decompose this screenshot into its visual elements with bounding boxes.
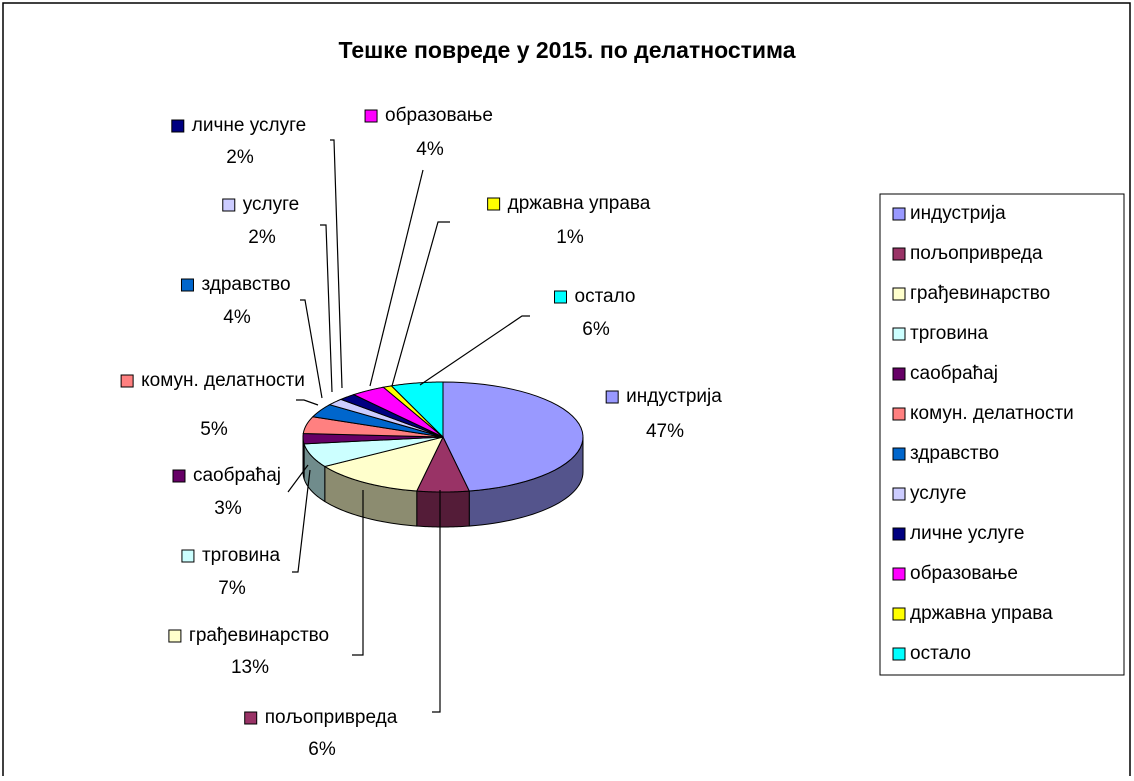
slice xyxy=(303,436,444,468)
data-label-name: државна управа xyxy=(508,193,651,214)
legend-label: саобраћај xyxy=(910,363,998,384)
leader-line xyxy=(320,224,333,393)
leader-line xyxy=(330,139,343,389)
data-label-name: услуге xyxy=(243,194,299,215)
label-swatch xyxy=(181,549,195,563)
data-label-name: саобраћај xyxy=(193,465,281,486)
data-label: 2% xyxy=(248,227,276,248)
data-label-name: личне услуге xyxy=(192,115,306,136)
legend-swatch xyxy=(892,247,906,261)
slice-side xyxy=(416,490,470,528)
legend-swatch xyxy=(892,327,906,341)
data-label: 4% xyxy=(416,139,444,160)
legend-swatch xyxy=(892,447,906,461)
slice xyxy=(415,435,471,493)
legend-label: грађевинарство xyxy=(910,283,1050,304)
data-label: 6% xyxy=(308,739,336,760)
data-label: 1% xyxy=(556,227,584,248)
legend-label: образовање xyxy=(910,563,1018,584)
legend-label: државна управа xyxy=(910,603,1053,624)
label-swatch xyxy=(172,469,186,483)
slice xyxy=(382,385,444,438)
data-label: 2% xyxy=(226,147,254,168)
label-swatch xyxy=(168,629,182,643)
legend-label: личне услуге xyxy=(910,523,1024,544)
data-label-name: комун. делатности xyxy=(141,370,305,391)
slice xyxy=(339,394,444,438)
leader-line xyxy=(292,469,311,573)
data-label-name: трговина xyxy=(202,545,281,566)
data-label: 6% xyxy=(582,319,610,340)
label-swatch xyxy=(605,390,619,404)
data-label-name: образовање xyxy=(385,105,493,126)
leader-line xyxy=(352,490,364,656)
slice xyxy=(311,404,444,438)
legend-label: остало xyxy=(910,643,971,664)
data-label-name: остало xyxy=(575,286,636,307)
label-swatch xyxy=(171,119,185,133)
data-label-name: индустрија xyxy=(626,386,722,407)
legend-label: трговина xyxy=(910,323,989,344)
legend-swatch xyxy=(892,607,906,621)
legend-swatch xyxy=(892,647,906,661)
legend-swatch xyxy=(892,367,906,381)
label-swatch xyxy=(120,374,134,388)
leader-line xyxy=(391,221,450,387)
legend-swatch xyxy=(892,207,906,221)
legend-swatch xyxy=(892,567,906,581)
data-label: 4% xyxy=(223,307,251,328)
legend-label: услуге xyxy=(910,483,966,504)
data-label: 5% xyxy=(200,419,228,440)
slice xyxy=(352,386,444,438)
legend-label: индустрија xyxy=(910,203,1006,224)
data-label-name: здравство xyxy=(201,274,290,295)
chart-title: Тешке повреде у 2015. по делатностима xyxy=(338,37,795,63)
data-label: 47% xyxy=(646,421,684,442)
leader-line xyxy=(432,490,441,713)
label-swatch xyxy=(554,290,567,304)
legend-label: здравство xyxy=(910,443,999,464)
data-label: 7% xyxy=(218,578,246,599)
slice xyxy=(323,436,444,492)
data-label-name: грађевинарство xyxy=(189,625,329,646)
label-swatch xyxy=(180,278,194,292)
leader-line xyxy=(300,299,323,399)
legend-box xyxy=(879,193,1125,676)
slice xyxy=(390,381,444,439)
data-label-name: пољопривреда xyxy=(265,707,398,728)
slice xyxy=(302,433,444,445)
legend-swatch xyxy=(892,407,906,421)
legend-label: пољопривреда xyxy=(910,243,1043,264)
slice xyxy=(442,381,584,492)
leader-line xyxy=(369,169,424,387)
data-label: 3% xyxy=(214,498,242,519)
legend-swatch xyxy=(892,527,906,541)
data-label: 13% xyxy=(231,657,269,678)
label-swatch xyxy=(222,198,236,212)
legend-swatch xyxy=(892,487,906,501)
label-swatch xyxy=(364,109,378,123)
leader-line xyxy=(296,399,319,406)
legend-swatch xyxy=(892,287,906,301)
label-swatch xyxy=(487,197,501,211)
label-swatch xyxy=(244,711,258,725)
leader-line xyxy=(287,464,309,493)
slice xyxy=(328,398,444,438)
legend-label: комун. делатности xyxy=(910,403,1074,424)
leader-line xyxy=(419,315,530,386)
